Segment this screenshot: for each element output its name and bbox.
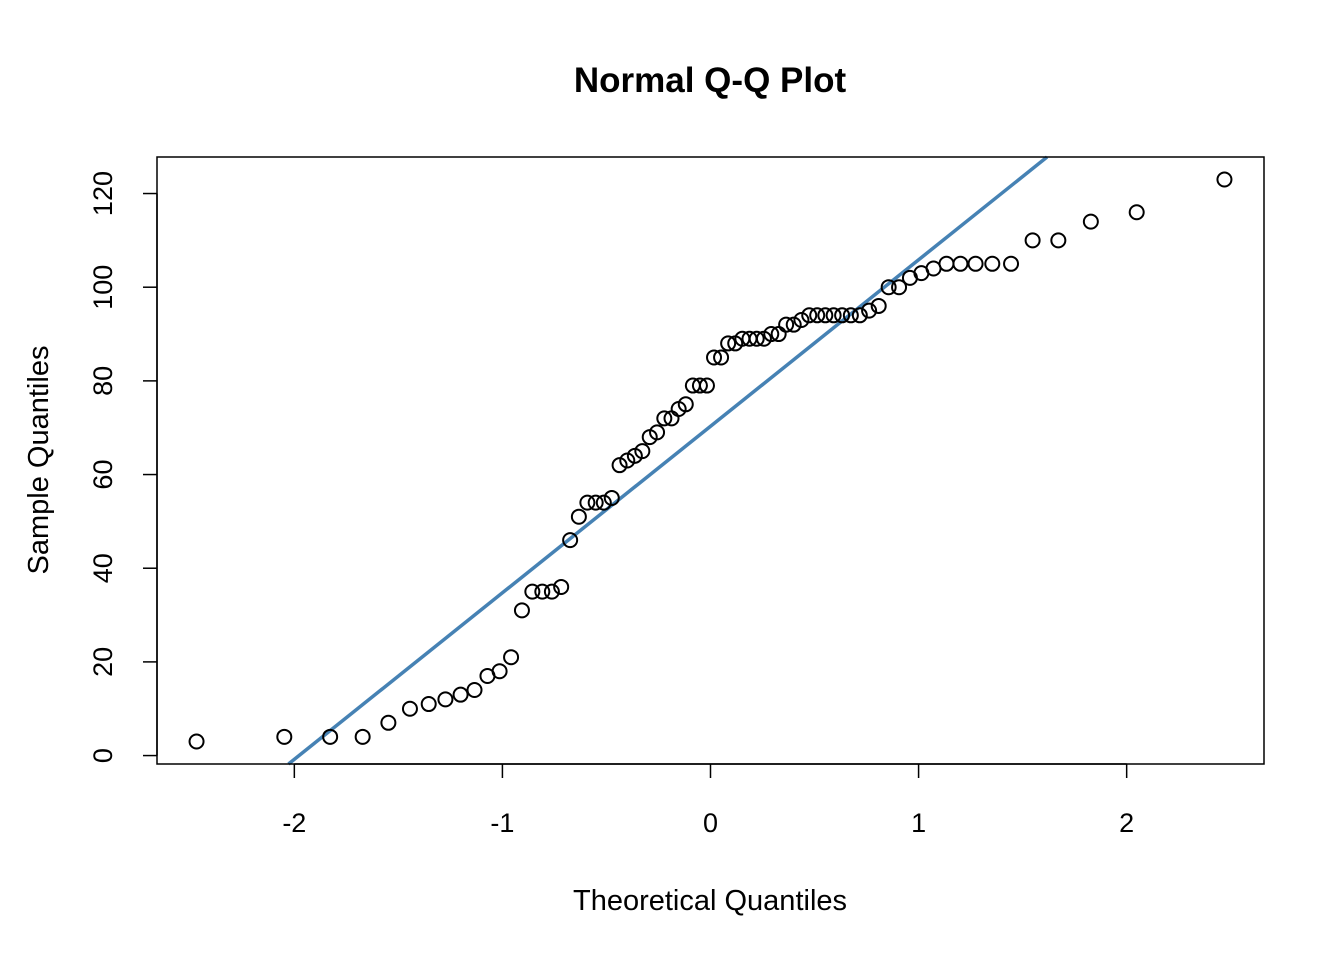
data-point (748, 330, 765, 347)
data-point (354, 728, 371, 745)
x-tick-label: -2 (282, 808, 306, 838)
data-point (851, 307, 868, 324)
chart-title: Normal Q-Q Plot (574, 61, 847, 100)
y-tick-label: 100 (88, 265, 118, 310)
data-point (452, 686, 469, 703)
data-point (984, 255, 1001, 272)
data-point (763, 326, 780, 343)
data-point (925, 260, 942, 277)
data-point (677, 396, 694, 413)
data-point (793, 311, 810, 328)
reference-line (287, 155, 1049, 766)
data-point (503, 649, 520, 666)
data-point (713, 349, 730, 366)
data-point (698, 377, 715, 394)
data-point (1216, 171, 1233, 188)
data-point (967, 255, 984, 272)
points-group (188, 171, 1233, 750)
data-point (785, 316, 802, 333)
data-point (634, 443, 651, 460)
data-point (1128, 204, 1145, 221)
data-point (466, 681, 483, 698)
data-point (603, 489, 620, 506)
data-point (809, 307, 826, 324)
reference-line-group (287, 155, 1049, 766)
data-point (570, 508, 587, 525)
data-point (1024, 232, 1041, 249)
data-point (656, 410, 673, 427)
data-point (380, 714, 397, 731)
y-tick-label: 60 (88, 460, 118, 490)
data-point (491, 663, 508, 680)
data-point (595, 494, 612, 511)
data-point (861, 302, 878, 319)
data-point (587, 494, 604, 511)
x-tick-label: -1 (490, 808, 514, 838)
data-point (534, 583, 551, 600)
data-point (579, 494, 596, 511)
data-point (420, 696, 437, 713)
data-point (691, 377, 708, 394)
data-point (817, 307, 834, 324)
data-point (825, 307, 842, 324)
data-point (880, 279, 897, 296)
data-point (1082, 213, 1099, 230)
data-point (720, 335, 737, 352)
data-point (553, 578, 570, 595)
y-tick-label: 40 (88, 553, 118, 583)
data-point (870, 297, 887, 314)
y-tick-label: 120 (88, 171, 118, 216)
y-axis-label: Sample Quantiles (23, 346, 55, 575)
data-point (801, 307, 818, 324)
plot-frame (156, 156, 1265, 765)
x-axis-label: Theoretical Quantiles (573, 885, 847, 917)
data-point (891, 279, 908, 296)
data-point (649, 424, 666, 441)
y-tick-label: 20 (88, 647, 118, 677)
data-point (543, 583, 560, 600)
data-point (276, 728, 293, 745)
y-tick-label: 0 (88, 748, 118, 763)
data-point (562, 532, 579, 549)
data-point (938, 255, 955, 272)
x-axis: -2 -1 0 1 2 (282, 763, 1134, 838)
data-point (437, 691, 454, 708)
data-point (778, 316, 795, 333)
data-point (706, 349, 723, 366)
data-point (611, 457, 628, 474)
data-point (952, 255, 969, 272)
x-tick-label: 2 (1119, 808, 1134, 838)
y-axis: 0 20 40 60 80 100 120 (88, 171, 158, 763)
data-point (834, 307, 851, 324)
y-tick-label: 80 (88, 366, 118, 396)
data-point (1050, 232, 1067, 249)
x-tick-label: 1 (911, 808, 926, 838)
x-tick-label: 0 (703, 808, 718, 838)
data-point (513, 602, 530, 619)
data-point (1003, 255, 1020, 272)
data-point (401, 700, 418, 717)
data-point (322, 728, 339, 745)
data-point (842, 307, 859, 324)
data-point (524, 583, 541, 600)
data-point (188, 733, 205, 750)
